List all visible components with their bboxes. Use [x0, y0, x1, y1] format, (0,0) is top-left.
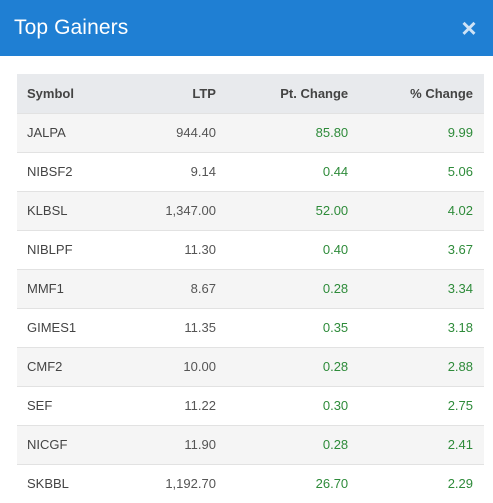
pt-change-cell: 0.28	[322, 359, 349, 374]
symbol-cell: JALPA	[27, 125, 66, 140]
pct-change-cell: 2.75	[447, 398, 473, 413]
gainers-table-container: Symbol LTP Pt. Change % Change JALPA 944…	[17, 74, 484, 503]
ltp-cell: 944.40	[176, 125, 216, 140]
pct-change-cell: 5.06	[447, 164, 473, 179]
symbol-cell: GIMES1	[27, 320, 77, 335]
symbol-cell: SEF	[27, 398, 53, 413]
symbol-cell: NIBLPF	[27, 242, 73, 257]
pct-change-cell: 9.99	[447, 125, 473, 140]
ltp-cell: 1,347.00	[165, 203, 216, 218]
table-row[interactable]: NIBSF2 9.14 0.44 5.06	[17, 152, 484, 191]
symbol-cell: CMF2	[27, 359, 63, 374]
pt-change-cell: 0.28	[322, 281, 349, 296]
table-row[interactable]: CMF2 10.00 0.28 2.88	[17, 347, 484, 386]
symbol-cell: NIBSF2	[27, 164, 73, 179]
pct-change-cell: 3.67	[447, 242, 473, 257]
ltp-cell: 11.22	[184, 398, 216, 413]
table-row[interactable]: NIBLPF 11.30 0.40 3.67	[17, 230, 484, 269]
ltp-cell: 11.30	[184, 242, 216, 257]
pct-change-cell: 4.02	[447, 203, 473, 218]
symbol-cell: SKBBL	[27, 476, 69, 492]
table-row[interactable]: NICGF 11.90 0.28 2.41	[17, 425, 484, 464]
table-row[interactable]: SEF 11.22 0.30 2.75	[17, 386, 484, 425]
pt-change-cell: 52.00	[315, 203, 349, 218]
ltp-cell: 11.90	[184, 437, 216, 452]
ltp-cell: 8.67	[190, 281, 216, 296]
pct-change-cell: 2.29	[447, 476, 473, 492]
table-header-row: Symbol LTP Pt. Change % Change	[17, 74, 484, 113]
pct-change-cell: 2.41	[447, 437, 473, 452]
pt-change-cell: 0.40	[322, 242, 349, 257]
modal-header: Top Gainers ×	[0, 0, 493, 56]
pct-change-cell: 2.88	[447, 359, 473, 374]
modal-title: Top Gainers	[14, 16, 129, 39]
column-header-pt-change[interactable]: Pt. Change	[280, 85, 349, 101]
ltp-cell: 11.35	[184, 320, 216, 335]
symbol-cell: KLBSL	[27, 203, 68, 218]
pct-change-cell: 3.34	[447, 281, 473, 296]
pt-change-cell: 26.70	[315, 476, 349, 492]
table-row[interactable]: SKBBL 1,192.70 26.70 2.29	[17, 464, 484, 503]
ltp-cell: 1,192.70	[165, 476, 216, 492]
gainers-table: Symbol LTP Pt. Change % Change JALPA 944…	[17, 74, 484, 503]
table-row[interactable]: MMF1 8.67 0.28 3.34	[17, 269, 484, 308]
table-row[interactable]: GIMES1 11.35 0.35 3.18	[17, 308, 484, 347]
column-header-ltp[interactable]: LTP	[192, 85, 216, 101]
pt-change-cell: 0.35	[322, 320, 349, 335]
symbol-cell: NICGF	[27, 437, 68, 452]
pt-change-cell: 0.44	[322, 164, 349, 179]
pt-change-cell: 85.80	[315, 125, 349, 140]
close-icon[interactable]: ×	[461, 13, 477, 43]
column-header-pct-change[interactable]: % Change	[410, 85, 473, 101]
ltp-cell: 10.00	[183, 359, 216, 374]
symbol-cell: MMF1	[27, 281, 64, 296]
column-header-symbol[interactable]: Symbol	[27, 85, 74, 101]
pt-change-cell: 0.28	[322, 437, 349, 452]
pct-change-cell: 3.18	[447, 320, 473, 335]
pt-change-cell: 0.30	[322, 398, 349, 413]
ltp-cell: 9.14	[190, 164, 216, 179]
table-row[interactable]: KLBSL 1,347.00 52.00 4.02	[17, 191, 484, 230]
table-row[interactable]: JALPA 944.40 85.80 9.99	[17, 113, 484, 152]
